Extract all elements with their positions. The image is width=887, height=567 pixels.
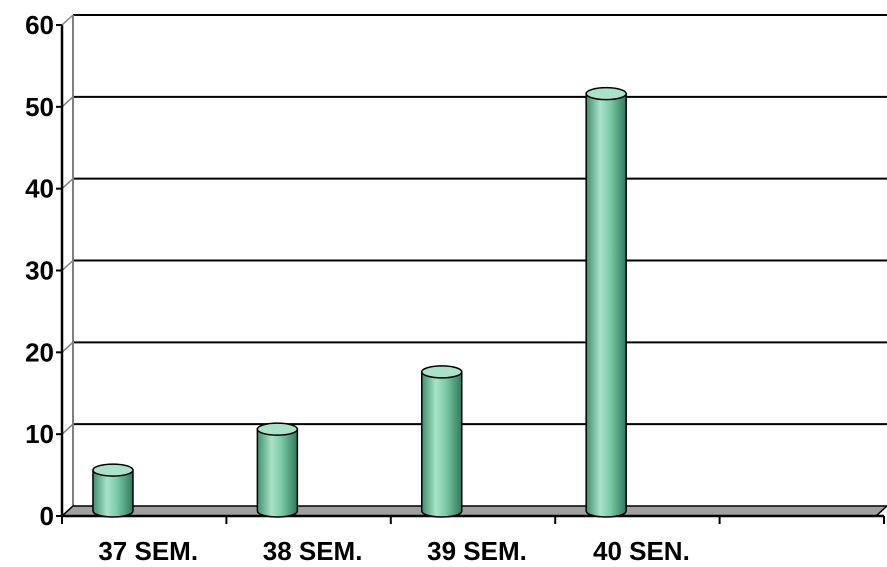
bar: [585, 86, 627, 518]
y-tick-label: 20: [25, 337, 54, 367]
chart-floor: [60, 505, 887, 517]
bar: [256, 422, 299, 518]
bar: [92, 463, 134, 518]
y-tick-label: 0: [40, 501, 54, 531]
x-category-label: 40 SEN.: [593, 536, 690, 566]
y-tick-label: 60: [25, 10, 54, 40]
y-tick-label: 30: [25, 256, 54, 286]
x-category-label: 39 SEM.: [427, 536, 527, 566]
side-wall-line: [61, 178, 74, 190]
bars: [92, 86, 627, 518]
x-category-label: 38 SEM.: [263, 536, 363, 566]
y-axis-tick-labels: 0 10 20 30 40 50 60: [25, 10, 54, 531]
side-wall-line: [61, 259, 74, 272]
bar: [421, 365, 463, 518]
y-tick-label: 50: [25, 92, 54, 122]
y-tick-label: 40: [25, 174, 54, 204]
side-wall-line: [61, 423, 74, 435]
y-tick-label: 10: [25, 419, 54, 449]
side-wall-line: [61, 341, 74, 353]
x-axis-category-labels: 37 SEM. 38 SEM. 39 SEM. 40 SEN.: [98, 536, 689, 566]
x-category-label: 37 SEM.: [98, 536, 198, 566]
side-wall-line: [61, 96, 74, 108]
side-wall-line: [61, 14, 74, 26]
